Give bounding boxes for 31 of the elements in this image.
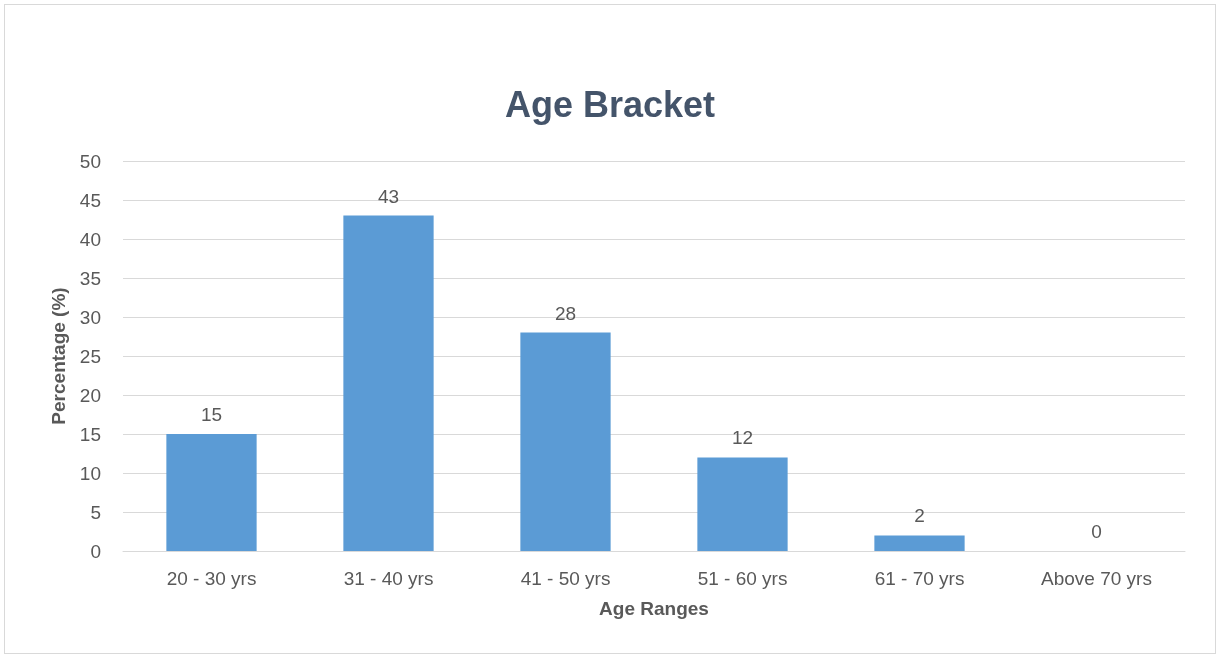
y-tick-label: 50 xyxy=(79,150,101,172)
bar xyxy=(166,434,257,551)
data-label: 2 xyxy=(914,505,925,527)
x-axis-title: Age Ranges xyxy=(599,598,709,619)
chart-title: Age Bracket xyxy=(504,83,716,125)
y-tick-label: 10 xyxy=(79,462,101,484)
bar xyxy=(874,535,965,551)
y-tick-label: 15 xyxy=(79,423,101,445)
x-tick-label: 31 - 40 yrs xyxy=(343,568,434,589)
y-tick-label: 5 xyxy=(90,501,101,523)
y-axis-title: Percentage (%) xyxy=(48,287,69,425)
x-tick-label: 51 - 60 yrs xyxy=(697,568,788,589)
bar xyxy=(520,332,611,551)
data-label: 28 xyxy=(554,302,577,324)
data-label: 12 xyxy=(731,427,754,449)
y-tick-label: 0 xyxy=(90,540,101,562)
x-tick-label: 41 - 50 yrs xyxy=(520,568,611,589)
data-label: 15 xyxy=(200,404,223,425)
y-tick-label: 45 xyxy=(79,189,101,211)
bar xyxy=(697,457,788,551)
data-label: 0 xyxy=(1091,521,1102,542)
y-tick-label: 20 xyxy=(79,384,101,406)
y-tick-label: 35 xyxy=(79,267,101,289)
data-label: 43 xyxy=(377,185,400,207)
y-tick-label: 25 xyxy=(79,345,101,367)
y-tick-label: 30 xyxy=(79,306,101,328)
bar xyxy=(343,215,434,551)
x-tick-label: 20 - 30 yrs xyxy=(166,568,257,589)
x-tick-label: 61 - 70 yrs xyxy=(874,568,965,589)
y-tick-label: 40 xyxy=(79,228,101,250)
x-tick-label: Above 70 yrs xyxy=(1041,568,1152,589)
